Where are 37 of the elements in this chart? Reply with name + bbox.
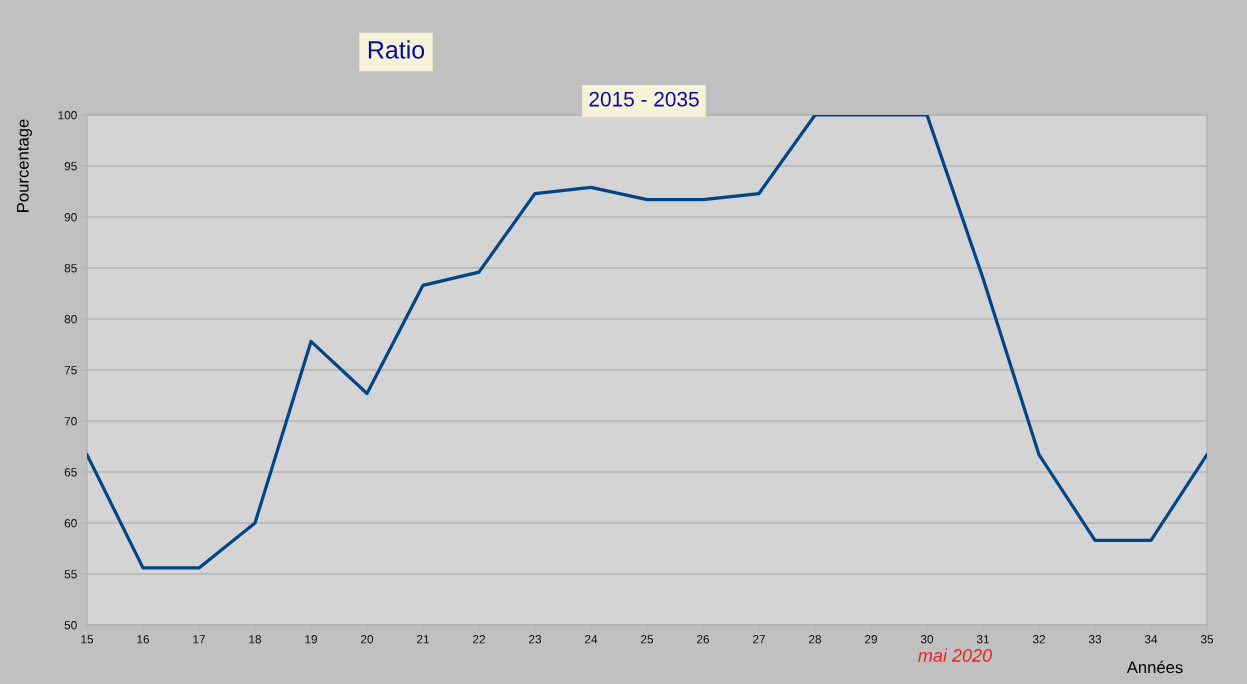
x-tick-label: 23 xyxy=(529,635,542,644)
x-tick-label: 28 xyxy=(809,635,822,644)
x-tick-label: 15 xyxy=(81,635,94,644)
x-tick-label: 27 xyxy=(753,635,765,644)
x-tick-label: 32 xyxy=(1032,635,1045,644)
x-tick-label: 34 xyxy=(1144,635,1158,644)
x-tick-label: 30 xyxy=(920,635,934,644)
y-tick-label: 50 xyxy=(64,621,77,630)
x-tick-label: 31 xyxy=(976,635,989,644)
y-tick-label: 65 xyxy=(64,468,77,477)
y-tick-label: 100 xyxy=(58,111,77,120)
y-tick-label: 55 xyxy=(64,570,77,579)
y-tick-label: 70 xyxy=(64,417,77,426)
x-tick-label: 20 xyxy=(361,635,374,644)
y-tick-label: 90 xyxy=(64,213,77,222)
chart-subtitle: 2015 - 2035 xyxy=(589,91,699,107)
y-tick-label: 75 xyxy=(64,366,77,375)
x-tick-label: 25 xyxy=(641,635,654,644)
x-tick-label: 21 xyxy=(417,635,429,644)
x-axis-title: Années xyxy=(1126,660,1183,674)
x-tick-label: 33 xyxy=(1088,635,1102,644)
y-tick-label: 85 xyxy=(64,264,77,273)
x-tick-label: 18 xyxy=(249,635,262,644)
y-tick-label: 95 xyxy=(64,162,77,171)
y-tick-label: 80 xyxy=(64,315,77,324)
chart-title: Ratio xyxy=(368,40,425,59)
x-tick-label: 19 xyxy=(305,635,318,644)
x-tick-label: 26 xyxy=(697,635,710,644)
x-tick-label: 24 xyxy=(585,635,598,644)
y-tick-label: 60 xyxy=(64,519,77,528)
x-tick-label: 22 xyxy=(473,635,485,644)
x-tick-label: 29 xyxy=(865,635,878,644)
y-axis-title: Pourcentage xyxy=(17,119,32,212)
x-tick-label: 17 xyxy=(193,635,205,644)
x-tick-label: 35 xyxy=(1200,635,1214,644)
x-tick-label: 16 xyxy=(137,635,150,644)
text: mai 2020 xyxy=(918,648,992,662)
